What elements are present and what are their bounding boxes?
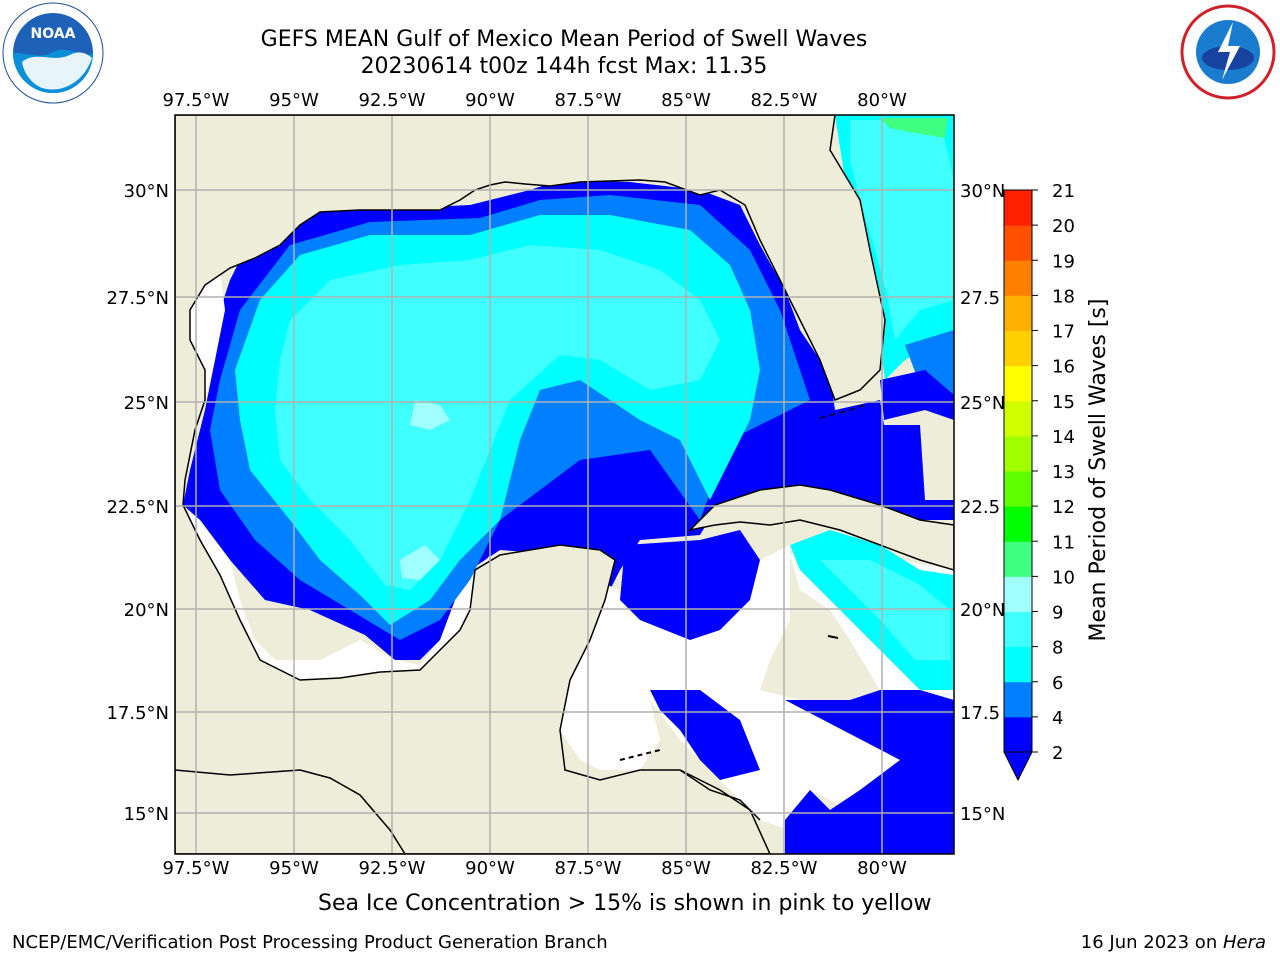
lon-tick-label: 85°W	[661, 90, 711, 111]
colorbar-tick-label: 15	[1052, 392, 1075, 413]
colorbar-tick-label: 10	[1052, 567, 1075, 588]
colorbar-segment	[1004, 541, 1032, 577]
lon-tick-label: 95°W	[269, 858, 319, 879]
colorbar-tick-label: 20	[1052, 216, 1075, 237]
longitude-ticks-top: 97.5°W 95°W 92.5°W 90°W 87.5°W 85°W 82.5°W 80°W	[163, 90, 907, 111]
colorbar-segment	[1004, 506, 1032, 542]
plot-title: GEFS MEAN Gulf of Mexico Mean Period of …	[260, 27, 868, 52]
lat-tick-label: 30°N	[960, 181, 1005, 202]
colorbar-segment	[1004, 365, 1032, 402]
colorbar-tick-label: 8	[1052, 638, 1063, 659]
colorbar-tick-label: 11	[1052, 532, 1075, 553]
colorbar-segment	[1004, 260, 1032, 296]
swell-band-atlantic-light-cyan	[850, 120, 954, 340]
colorbar-tick-label: 17	[1052, 322, 1075, 343]
colorbar-tick-label: 16	[1052, 357, 1075, 378]
lon-tick-label: 82.5°W	[751, 90, 818, 111]
map-area	[175, 115, 954, 854]
lat-tick-label: 20°N	[124, 600, 169, 621]
lon-tick-label: 87.5°W	[555, 90, 622, 111]
lon-tick-label: 97.5°W	[163, 858, 230, 879]
swell-band-atlantic-dark-blue	[880, 370, 954, 420]
colorbar-segment	[1004, 225, 1032, 261]
colorbar-tick-label: 18	[1052, 286, 1075, 307]
colorbar-segment	[1004, 611, 1032, 648]
colorbar-segment	[1004, 435, 1032, 472]
colorbar-segment	[1004, 400, 1032, 437]
colorbar-tick-label: 4	[1052, 708, 1063, 729]
colorbar-tick-label: 19	[1052, 251, 1075, 272]
lon-tick-label: 80°W	[857, 858, 907, 879]
colorbar-tick-label: 14	[1052, 427, 1075, 448]
lon-tick-label: 85°W	[661, 858, 711, 879]
coastline-belize	[619, 749, 661, 761]
colorbar-segment	[1004, 716, 1032, 753]
lat-tick-label: 27.5°N	[106, 288, 169, 309]
colorbar-segment	[1004, 576, 1032, 612]
lat-tick-label: 20°N	[960, 600, 1005, 621]
lon-tick-label: 90°W	[465, 858, 515, 879]
colorbar-tick-label: 6	[1052, 673, 1063, 694]
lon-tick-label: 92.5°W	[359, 90, 426, 111]
nws-logo	[1180, 4, 1276, 100]
lat-tick-label: 25°N	[960, 393, 1005, 414]
colorbar: 2 4 6 8 9 10 11 12 13 14 15 16 17 18 19 20 21	[1003, 181, 1075, 782]
lat-tick-label: 17.5°N	[106, 703, 169, 724]
swell-band-pale-cyan	[410, 400, 450, 430]
sea-ice-footnote: Sea Ice Concentration > 15% is shown in …	[318, 891, 932, 916]
svg-text:NOAA: NOAA	[31, 26, 76, 42]
colorbar-label: Mean Period of Swell Waves [s]	[1086, 299, 1111, 642]
swell-band-atlantic-blue	[905, 330, 954, 400]
colorbar-tick-label: 21	[1052, 181, 1075, 202]
lon-tick-label: 82.5°W	[751, 858, 818, 879]
lat-tick-label: 27.5	[960, 288, 1000, 309]
lat-tick-label: 17.5	[960, 703, 1000, 724]
colorbar-tick-label: 2	[1052, 743, 1063, 764]
colorbar-segment	[1004, 646, 1032, 683]
lon-tick-label: 80°W	[857, 90, 907, 111]
plot-subtitle: 20230614 t00z 144h fcst Max: 11.35	[360, 54, 768, 79]
latitude-ticks-right: 30°N 27.5 25°N 22.5 20°N 17.5 15°N	[960, 181, 1005, 825]
lon-tick-label: 95°W	[269, 90, 319, 111]
colorbar-tick-label: 9	[1052, 603, 1063, 624]
lon-tick-label: 92.5°W	[359, 858, 426, 879]
lat-tick-label: 22.5	[960, 497, 1000, 518]
colorbar-segment	[1004, 330, 1032, 367]
colorbar-segment	[1004, 190, 1032, 226]
swell-band-light-cyan	[275, 245, 720, 590]
map-frame	[174, 114, 955, 855]
date-stamp: 16 Jun 2023 on Hera	[1080, 932, 1266, 953]
colorbar-tick-label: 12	[1052, 497, 1075, 518]
coastline-honduras	[679, 769, 761, 821]
colorbar-segment	[1004, 295, 1032, 331]
colorbar-segment	[1004, 681, 1032, 718]
graticule	[175, 115, 954, 854]
coastline-florida-keys	[819, 404, 866, 419]
lon-tick-label: 90°W	[465, 90, 515, 111]
lat-tick-label: 15°N	[960, 804, 1005, 825]
swell-band-caribbean-blue-3	[620, 530, 760, 640]
lat-tick-label: 15°N	[124, 804, 169, 825]
swell-band-caribbean-light-cyan	[820, 560, 950, 660]
lon-tick-label: 97.5°W	[163, 90, 230, 111]
lat-tick-label: 25°N	[124, 393, 169, 414]
credit-line: NCEP/EMC/Verification Post Processing Pr…	[12, 932, 608, 953]
colorbar-under-arrow	[1003, 751, 1033, 782]
latitude-ticks-left: 30°N 27.5°N 25°N 22.5°N 20°N 17.5°N 15°N	[106, 181, 169, 825]
colorbar-segment	[1004, 471, 1032, 507]
lat-tick-label: 22.5°N	[106, 497, 169, 518]
swell-band-pale-cyan-2	[400, 545, 440, 580]
island-marker	[827, 635, 839, 639]
swell-band-atlantic-green	[880, 118, 948, 138]
longitude-ticks-bottom: 97.5°W 95°W 92.5°W 90°W 87.5°W 85°W 82.5°W 80°W	[163, 858, 907, 879]
colorbar-tick-label: 13	[1052, 462, 1075, 483]
lon-tick-label: 87.5°W	[555, 858, 622, 879]
lat-tick-label: 30°N	[124, 181, 169, 202]
noaa-logo: NOAA	[2, 2, 104, 104]
